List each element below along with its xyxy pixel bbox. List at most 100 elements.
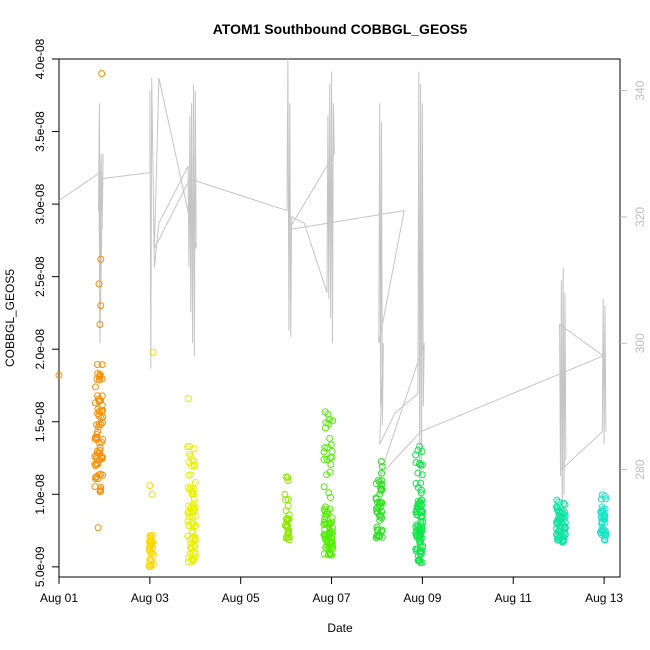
data-point bbox=[191, 534, 199, 542]
data-point bbox=[55, 371, 63, 379]
data-point bbox=[327, 494, 335, 502]
y2-tick-label: 300 bbox=[633, 333, 647, 353]
data-point bbox=[149, 348, 157, 356]
data-point bbox=[94, 524, 102, 532]
data-point bbox=[96, 447, 104, 455]
data-point bbox=[191, 479, 199, 487]
data-point bbox=[185, 502, 193, 510]
y-tick-label: 1.0e-08 bbox=[33, 474, 47, 515]
data-point bbox=[320, 455, 328, 463]
data-point bbox=[378, 526, 386, 534]
data-point bbox=[554, 532, 562, 540]
data-point bbox=[414, 497, 422, 505]
y2-tick-label: 280 bbox=[633, 459, 647, 479]
x-axis-label: Date bbox=[327, 621, 353, 635]
data-point bbox=[414, 469, 422, 477]
data-point bbox=[93, 360, 101, 368]
data-point bbox=[377, 485, 385, 493]
data-point bbox=[285, 515, 293, 523]
data-point bbox=[147, 548, 155, 556]
data-point bbox=[378, 463, 386, 471]
plot-area: Aug 01 Aug 03 Aug 05 Aug 07 Aug 09 Aug 11 Aug … bbox=[33, 38, 647, 605]
y2-tick-label: 340 bbox=[633, 80, 647, 100]
data-point bbox=[320, 483, 328, 491]
data-point bbox=[418, 508, 426, 516]
data-point bbox=[326, 468, 334, 476]
data-point bbox=[184, 443, 192, 451]
data-point bbox=[322, 424, 330, 432]
data-point bbox=[95, 423, 103, 431]
data-point bbox=[99, 413, 107, 421]
data-point bbox=[149, 561, 157, 569]
data-point bbox=[186, 550, 194, 558]
data-point bbox=[377, 527, 385, 535]
data-point bbox=[321, 512, 329, 520]
x-tick-label: Aug 01 bbox=[40, 591, 78, 605]
data-point bbox=[324, 444, 332, 452]
data-point bbox=[189, 557, 197, 565]
data-point bbox=[418, 447, 426, 455]
data-point bbox=[328, 530, 336, 538]
data-point bbox=[553, 520, 561, 528]
data-point bbox=[283, 517, 291, 525]
data-point bbox=[94, 405, 102, 413]
data-point bbox=[414, 446, 422, 454]
data-point bbox=[416, 538, 424, 546]
data-point bbox=[99, 418, 107, 426]
data-point bbox=[189, 456, 197, 464]
data-point bbox=[323, 538, 331, 546]
data-point bbox=[599, 527, 607, 535]
data-point bbox=[598, 520, 606, 528]
data-point bbox=[561, 501, 569, 509]
data-point bbox=[374, 498, 382, 506]
data-point bbox=[601, 519, 609, 527]
data-point bbox=[93, 421, 101, 429]
data-point bbox=[372, 505, 380, 513]
data-point bbox=[97, 485, 105, 493]
data-point bbox=[598, 503, 606, 511]
data-point bbox=[374, 503, 382, 511]
data-point bbox=[552, 503, 560, 511]
x-tick-label: Aug 11 bbox=[495, 591, 532, 605]
data-point bbox=[91, 483, 99, 491]
data-point bbox=[97, 302, 105, 310]
data-point bbox=[93, 452, 101, 460]
data-point bbox=[377, 498, 385, 506]
data-point bbox=[558, 518, 566, 526]
data-point bbox=[560, 499, 568, 507]
data-point bbox=[185, 521, 193, 529]
data-point bbox=[328, 447, 336, 455]
data-point bbox=[597, 495, 605, 503]
data-point bbox=[416, 459, 424, 467]
data-point bbox=[324, 520, 332, 528]
data-point bbox=[284, 531, 292, 539]
data-point bbox=[378, 480, 386, 488]
y-tick-label: 3.5e-08 bbox=[33, 111, 47, 152]
data-point bbox=[98, 70, 106, 78]
data-point bbox=[284, 495, 292, 503]
y-tick-label: 2.5e-08 bbox=[33, 256, 47, 297]
data-point bbox=[98, 401, 106, 409]
y-tick-label: 1.5e-08 bbox=[33, 401, 47, 442]
data-point bbox=[414, 526, 422, 534]
data-point bbox=[597, 508, 605, 516]
y-tick-label: 5.0e-09 bbox=[33, 546, 47, 587]
data-point bbox=[190, 541, 198, 549]
data-point bbox=[415, 547, 423, 555]
data-point bbox=[378, 477, 386, 485]
data-point bbox=[373, 523, 381, 531]
x-tick-label: Aug 09 bbox=[403, 591, 441, 605]
data-point bbox=[320, 521, 328, 529]
data-point bbox=[321, 516, 329, 524]
y-tick-label: 2.0e-08 bbox=[33, 329, 47, 370]
data-point bbox=[148, 490, 156, 498]
data-point bbox=[328, 551, 336, 559]
data-point bbox=[320, 448, 328, 456]
data-point bbox=[92, 473, 100, 481]
data-point bbox=[184, 395, 192, 403]
data-point bbox=[282, 515, 290, 523]
data-point bbox=[417, 479, 425, 487]
data-point bbox=[282, 534, 290, 542]
data-point bbox=[416, 550, 424, 558]
